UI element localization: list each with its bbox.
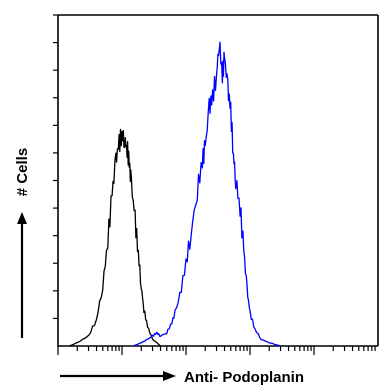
plot-area — [53, 14, 379, 355]
y-axis-arrow-icon — [17, 212, 27, 224]
y-axis-label-group: # Cells — [14, 148, 31, 338]
anti-podoplanin-histogram — [133, 41, 281, 347]
x-axis-arrow-icon — [163, 371, 176, 381]
x-axis-label: Anti- Podoplanin — [184, 369, 304, 386]
series-layer — [69, 41, 281, 347]
x-axis-label-group: Anti- Podoplanin — [60, 369, 304, 386]
y-axis-label: # Cells — [14, 148, 31, 196]
axis-ticks — [53, 14, 376, 355]
isotype-control-histogram — [69, 128, 161, 347]
